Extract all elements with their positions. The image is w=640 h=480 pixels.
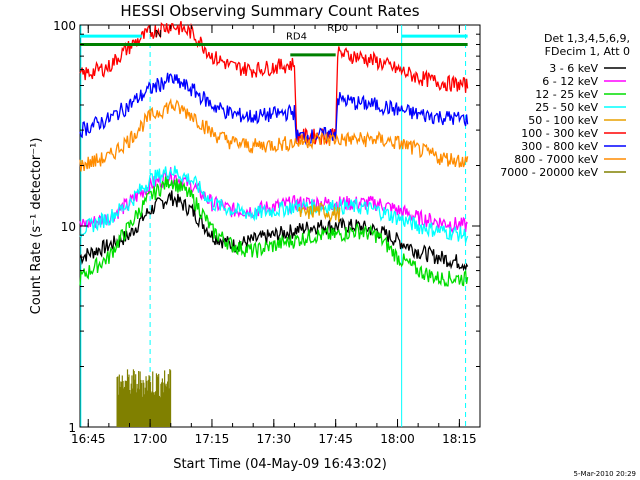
series-line [79,21,469,146]
y-tick-label: 1 [68,421,76,435]
series-7 [79,97,469,172]
annotation-label: RD4 [286,31,307,42]
series-line [79,190,469,272]
x-tick-label: 18:15 [442,432,477,446]
series-line [79,167,468,234]
series-line [79,97,469,172]
footer-timestamp: 5-Mar-2010 20:29 [574,470,636,478]
annotations: RD4 RD0 N [80,23,468,57]
legend: Det 1,3,4,5,6,9,FDecim 1, Att 0 3 - 6 keV… [500,32,630,179]
legend-header: FDecim 1, Att 0 [545,45,630,58]
series-line [79,175,469,287]
series-line [79,165,469,243]
legend-label: 300 - 800 keV [521,140,598,153]
series-8 [116,369,172,427]
legend-label: 6 - 12 keV [542,75,598,88]
x-tick-label: 17:30 [257,432,292,446]
series-line [79,72,469,146]
series-0 [79,190,469,272]
series-line [297,202,341,223]
x-tick-label: 18:00 [380,432,415,446]
annotation-label: N [155,29,162,40]
x-axis-label: Start Time (04-May-09 16:43:02) [173,457,387,472]
legend-label: 100 - 300 keV [521,127,598,140]
series-layer [79,21,469,427]
tick-layer: 16:45 17:00 17:15 17:30 17:45 18:00 18:15 1 10 10… [53,19,481,446]
series-2 [79,175,469,287]
legend-label: 50 - 100 keV [528,114,598,127]
series-5 [79,21,469,146]
series-4 [297,202,341,223]
legend-label: 3 - 6 keV [549,62,598,75]
x-tick-label: 17:15 [195,432,230,446]
legend-header: Det 1,3,4,5,6,9, [544,32,630,45]
legend-label: 800 - 7000 keV [514,153,598,166]
x-tick-label: 17:00 [133,432,168,446]
series-1 [79,167,468,234]
legend-label: 7000 - 20000 keV [500,166,598,179]
annotation-label: RD0 [327,23,348,34]
series-3 [79,165,469,243]
y-tick-label: 10 [61,220,76,234]
x-tick-label: 17:45 [318,432,353,446]
x-tick-label: 16:45 [71,432,106,446]
chart-title: HESSI Observing Summary Count Rates [120,2,419,20]
y-axis-label-group: Count Rate (s⁻¹ detector⁻¹) [29,138,44,315]
y-tick-label: 100 [53,19,76,33]
legend-label: 25 - 50 keV [535,101,598,114]
legend-label: 12 - 25 keV [535,88,598,101]
series-6 [79,72,469,146]
y-axis-label: Count Rate (s⁻¹ detector⁻¹) [29,138,44,315]
